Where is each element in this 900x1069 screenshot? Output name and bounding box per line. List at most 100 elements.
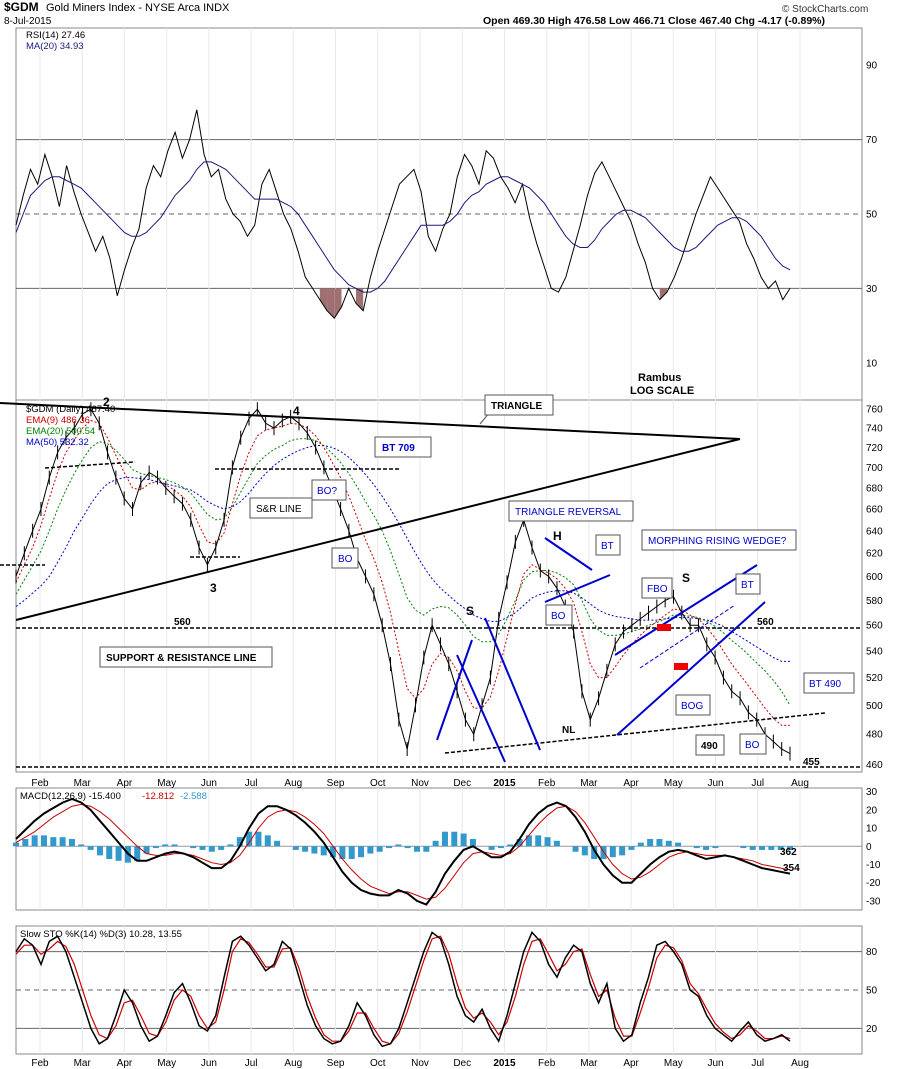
blue-trendline-3 — [436, 639, 473, 741]
macd-hist-bar — [255, 831, 262, 847]
macd-hist-bar — [693, 846, 700, 849]
price-xtick: Aug — [791, 778, 809, 789]
triangle-reversal-box — [508, 500, 634, 522]
blue-trendline-1 — [456, 654, 506, 763]
macd-hist-bar — [367, 846, 374, 854]
sto-xtick: Nov — [411, 1058, 429, 1069]
sto-xtick: Feb — [538, 1058, 556, 1069]
label-low-3: 3 — [210, 581, 217, 595]
macd-hist-bar — [292, 846, 299, 850]
macd-hist-bar — [525, 835, 532, 847]
sto-xtick: Mar — [74, 1058, 92, 1069]
x-axis-labels: Feb Feb Mar Mar Apr Apr May May Jun Jun Jul Jul Aug A… — [31, 778, 809, 1069]
price-ytick: 600 — [866, 572, 883, 583]
bo-small-box — [545, 604, 573, 626]
rsi-lines — [15, 109, 791, 319]
macd-hist-bar — [497, 846, 504, 849]
macd-ytick: -30 — [866, 896, 881, 907]
macd-hist-bar — [320, 846, 327, 856]
macd-hist-bar — [22, 838, 29, 847]
stockcharts-watermark: © StockCharts.com — [782, 4, 868, 15]
label-log-scale: LOG SCALE — [630, 385, 694, 397]
macd-hist-bar — [423, 846, 430, 852]
macd-hist-bar — [759, 846, 766, 850]
macd-hist-bar — [264, 835, 271, 847]
sto-d-line — [15, 935, 791, 1045]
rsi-ytick: 50 — [866, 210, 878, 221]
macd-hist-bar — [413, 846, 420, 852]
sto-ytick: 20 — [866, 1024, 878, 1035]
macd-hist-bar — [600, 846, 607, 860]
bo-q-box — [311, 479, 347, 501]
ma50-line — [15, 445, 790, 662]
macd-hist-bar — [777, 846, 784, 850]
chart-symbol: $GDM — [4, 0, 39, 14]
macd-hist-bar — [553, 840, 560, 847]
sto-xtick: Aug — [284, 1058, 302, 1069]
macd-hist-bar — [68, 838, 75, 847]
price-ytick: 660 — [866, 504, 883, 515]
price-xtick: Jul — [751, 778, 764, 789]
grid-lines — [16, 28, 862, 1054]
macd-hist-bar — [236, 837, 243, 847]
sr-line-box — [249, 497, 313, 519]
price-ytick: 740 — [866, 424, 883, 435]
sto-xtick: Mar — [580, 1058, 598, 1069]
label-bog: BOG — [681, 701, 703, 712]
price-xtick: Feb — [31, 778, 49, 789]
macd-hist-bar — [171, 844, 178, 847]
macd-hist-bar — [311, 846, 318, 854]
wedge-inner — [639, 604, 736, 669]
price-annotations — [0, 402, 862, 768]
sto-xtick: Aug — [791, 1058, 809, 1069]
macd-hist-bar — [358, 846, 365, 858]
macd-hist-bar — [628, 846, 635, 850]
bo-right-box — [739, 733, 767, 755]
label-bt490: BT 490 — [809, 679, 841, 690]
price-ytick: 500 — [866, 701, 883, 712]
price-legend: MA(50) 532.32 — [26, 437, 89, 448]
price-xtick: Mar — [580, 778, 598, 789]
rsi-oversold-fill — [319, 288, 328, 311]
macd-hist-bar — [441, 831, 448, 847]
macd-hist-bar — [637, 842, 644, 847]
sto-k-line — [15, 931, 791, 1048]
price-ytick: 540 — [866, 646, 883, 657]
ema20-line — [15, 438, 791, 706]
macd-hist-bar — [404, 846, 411, 849]
macd-hist-bar — [740, 846, 747, 849]
price-ytick: 760 — [866, 405, 883, 416]
sto-xtick: Jun — [201, 1058, 217, 1069]
stochastic-lines — [15, 931, 791, 1048]
macd-ytick: 10 — [866, 824, 878, 835]
macd-hist-bar — [40, 835, 47, 847]
price-xtick: Jun — [201, 778, 217, 789]
price-line — [15, 408, 791, 755]
label-bt-wedge: BT — [741, 580, 754, 591]
price-ytick: 580 — [866, 596, 883, 607]
rsi-ma-line — [15, 161, 791, 293]
price-ytick: 480 — [866, 730, 883, 741]
label-bo-q: BO? — [317, 486, 337, 497]
macd-hist-bar — [395, 844, 402, 847]
label-bo1: BO — [338, 554, 353, 565]
macd-hist-bar — [581, 846, 588, 856]
macd-hist-bar — [572, 846, 579, 852]
price-ytick: 700 — [866, 463, 883, 474]
macd-hist-bar — [162, 844, 169, 847]
price-xtick: Jun — [707, 778, 723, 789]
macd-hist-bar — [31, 835, 38, 847]
price-ytick: 680 — [866, 483, 883, 494]
macd-line — [15, 797, 791, 906]
price-ytick: 460 — [866, 760, 883, 771]
price-lines — [15, 402, 791, 761]
price-xtick: Jul — [245, 778, 258, 789]
neckline — [444, 712, 826, 754]
macd-hist-bar — [609, 846, 616, 858]
wedge-lower — [616, 601, 766, 736]
macd-hist-bar — [115, 846, 122, 861]
price-ytick: 520 — [866, 673, 883, 684]
macd-hist-bar — [488, 846, 495, 850]
macd-hist-bar — [749, 846, 756, 850]
